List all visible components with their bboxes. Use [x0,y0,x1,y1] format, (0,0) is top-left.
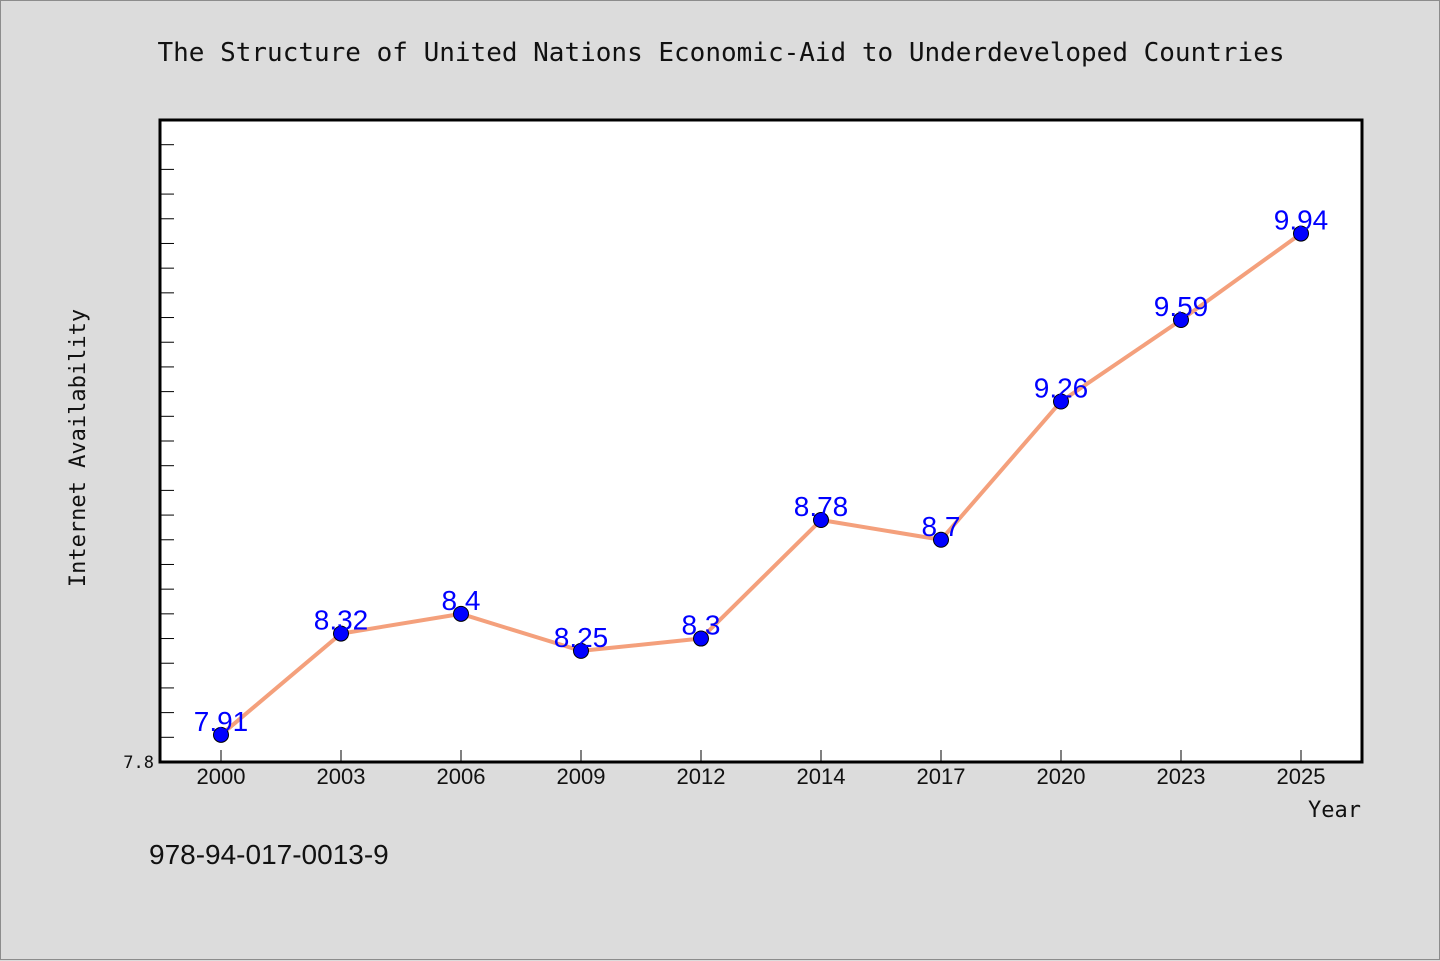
x-tick-label: 2000 [197,764,246,789]
plot-area [158,118,1364,764]
x-tick-label: 2006 [437,764,486,789]
series-markers [213,225,1309,743]
data-point [1293,225,1309,242]
data-point [573,642,589,659]
data-label: 8.4 [442,585,481,616]
x-axis-ticks [220,750,1302,762]
x-tick-label: 2012 [677,764,726,789]
x-tick-label: 2009 [557,764,606,789]
data-point [213,726,229,743]
data-label: 9.94 [1274,205,1329,236]
data-label: 8.3 [682,610,721,641]
x-tick-label: 2020 [1037,764,1086,789]
chart-title: The Structure of United Nations Economic… [157,38,1284,68]
data-label: 8.25 [554,622,609,653]
y-tick-label: 7.8 [123,753,154,773]
data-labels: 7.91 8.32 8.4 8.25 8.3 8.78 8.7 9.26 9.59 9.94 [194,205,1329,737]
data-label: 8.7 [922,511,961,542]
data-point [933,531,949,548]
data-label: 7.91 [194,706,249,737]
data-point [1173,312,1189,329]
data-label: 9.59 [1154,291,1209,322]
x-tick-label: 2017 [917,764,966,789]
data-point [333,625,349,642]
data-label: 8.78 [794,491,849,522]
x-tick-label: 2025 [1277,764,1326,789]
x-tick-label: 2014 [797,764,846,789]
data-label: 9.26 [1034,372,1089,403]
x-axis-label: Year [1308,798,1361,823]
data-point [1053,393,1069,410]
x-tick-label: 2023 [1157,764,1206,789]
data-point [453,605,469,622]
data-label: 8.32 [314,605,369,636]
footer-identifier: 978-94-017-0013-9 [149,839,389,870]
y-axis-label: Internet Availability [66,309,91,587]
series-line-group [219,231,1303,737]
data-point [693,630,709,647]
y-axis-ticks [160,144,174,738]
data-point [813,512,829,529]
x-tick-label: 2003 [317,764,366,789]
x-tick-labels: 2000 2003 2006 2009 2012 2014 2017 2020 2023 2025 [197,764,1326,789]
series-line [219,231,1303,737]
